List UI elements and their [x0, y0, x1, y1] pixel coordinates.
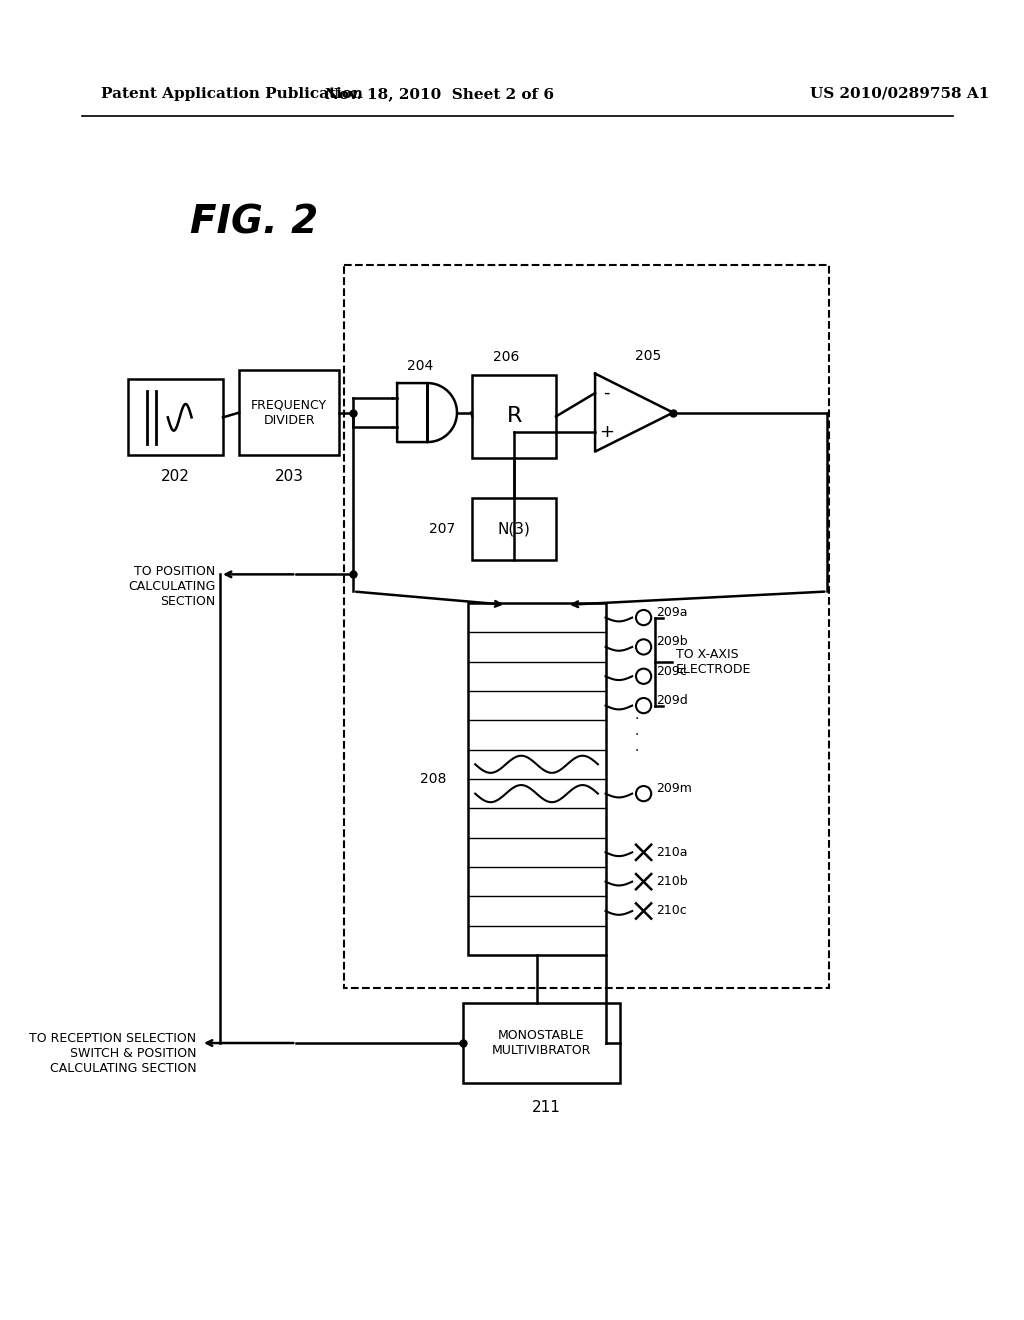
Text: 202: 202 [161, 469, 189, 484]
Text: TO X-AXIS
ELECTRODE: TO X-AXIS ELECTRODE [676, 648, 752, 676]
Text: ·
·
·: · · · [634, 711, 638, 758]
Text: FIG. 2: FIG. 2 [189, 203, 317, 242]
Text: 208: 208 [420, 772, 446, 785]
Text: 204: 204 [407, 359, 433, 374]
Text: 210a: 210a [656, 846, 687, 859]
Bar [240, 370, 339, 455]
Text: 203: 203 [274, 469, 304, 484]
Text: 209c: 209c [656, 665, 687, 678]
Polygon shape [595, 374, 673, 451]
Bar [468, 603, 605, 954]
Text: 209b: 209b [656, 635, 687, 648]
Text: R: R [507, 407, 522, 426]
Text: 206: 206 [494, 350, 520, 364]
Text: US 2010/0289758 A1: US 2010/0289758 A1 [810, 87, 989, 100]
Text: TO RECEPTION SELECTION
SWITCH & POSITION
CALCULATING SECTION: TO RECEPTION SELECTION SWITCH & POSITION… [30, 1032, 197, 1074]
Text: 211: 211 [531, 1100, 560, 1115]
Text: 210c: 210c [656, 904, 687, 917]
Bar [344, 265, 829, 989]
Bar [463, 1003, 620, 1084]
Polygon shape [397, 383, 457, 442]
Text: TO POSITION
CALCULATING
SECTION: TO POSITION CALCULATING SECTION [128, 565, 215, 607]
Text: Nov. 18, 2010  Sheet 2 of 6: Nov. 18, 2010 Sheet 2 of 6 [325, 87, 554, 100]
Text: 209d: 209d [656, 694, 688, 708]
Bar [128, 379, 223, 455]
Text: -: - [603, 384, 609, 403]
Bar [472, 498, 556, 560]
Text: FREQUENCY
DIVIDER: FREQUENCY DIVIDER [251, 399, 328, 426]
Text: 209m: 209m [656, 783, 692, 795]
Text: 209a: 209a [656, 606, 687, 619]
Text: +: + [599, 424, 614, 441]
Text: 210b: 210b [656, 875, 687, 888]
Bar [472, 375, 556, 458]
Text: Patent Application Publication: Patent Application Publication [101, 87, 364, 100]
Text: 205: 205 [635, 350, 662, 363]
Text: 207: 207 [429, 523, 456, 536]
Text: MONOSTABLE
MULTIVIBRATOR: MONOSTABLE MULTIVIBRATOR [492, 1030, 591, 1057]
Text: N(3): N(3) [498, 521, 530, 537]
